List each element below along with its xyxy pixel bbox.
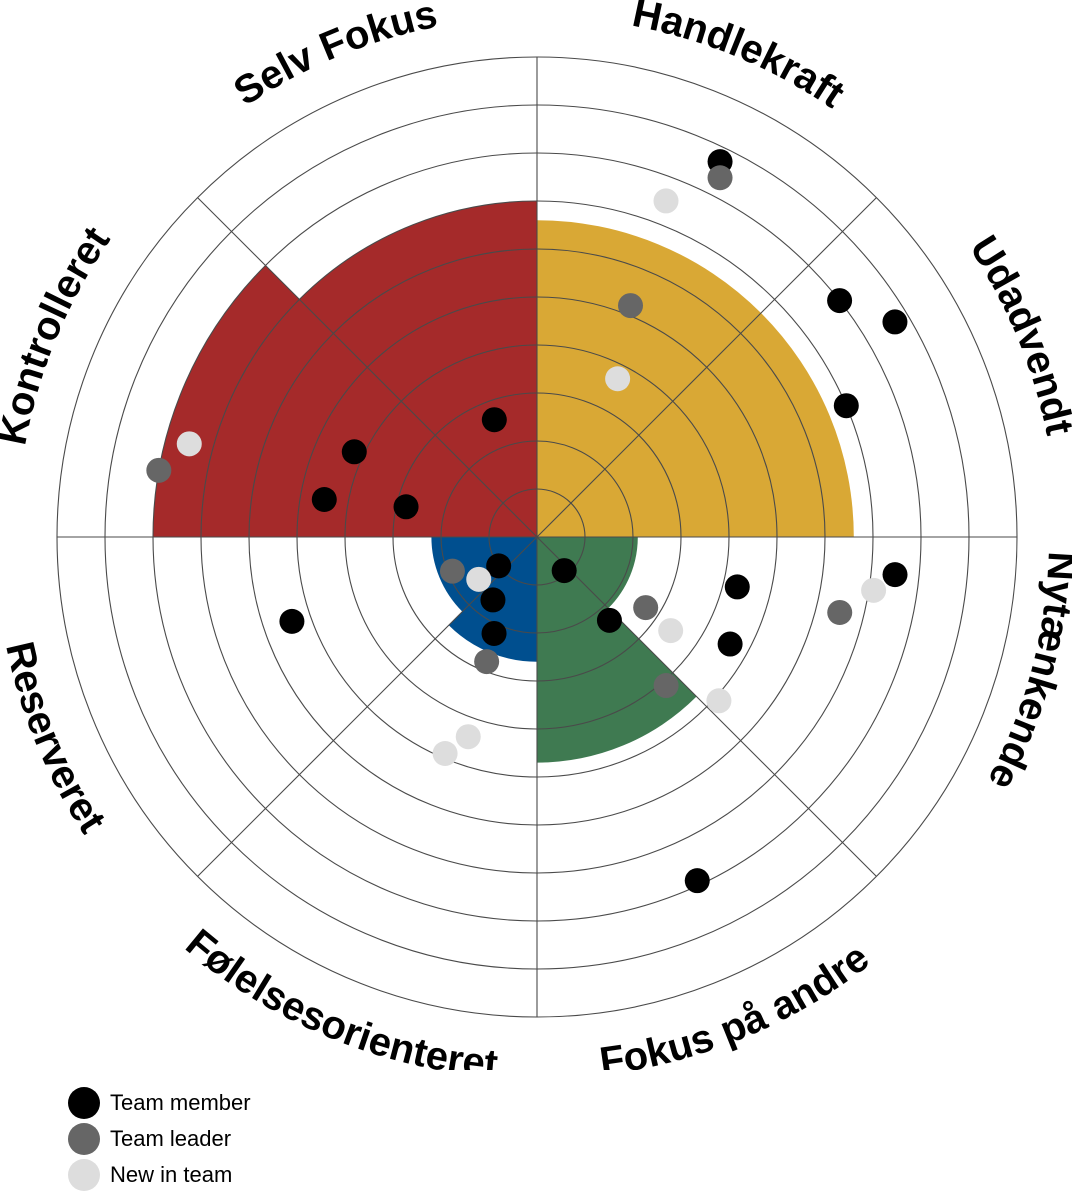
data-point: [605, 366, 631, 392]
data-point: [311, 486, 337, 512]
data-point: [633, 595, 659, 621]
sector-label: Kontrolleret: [0, 219, 118, 448]
spoke: [536, 536, 877, 877]
point-layer: [146, 149, 908, 894]
legend-swatch: [68, 1159, 100, 1191]
data-point: [653, 188, 679, 214]
sector-label-text: Reserveret: [0, 638, 114, 841]
score-wedge: [153, 265, 537, 537]
data-point: [684, 868, 710, 894]
data-point: [279, 608, 305, 634]
grid-layer: [56, 56, 1018, 1018]
data-point: [658, 618, 684, 644]
legend-item-new-in-team: New in team: [68, 1158, 251, 1192]
sector-label-text: Nytænkende: [979, 550, 1072, 796]
sector-label-text: Følelsesorienteret: [178, 921, 500, 1070]
polar-chart: Handlekraft Udadvendt Nytænkende Fokus på a…: [0, 0, 1072, 1070]
data-point: [706, 688, 732, 714]
score-wedge: [537, 312, 854, 537]
data-point: [176, 431, 202, 457]
legend-swatch: [68, 1123, 100, 1155]
data-point: [432, 741, 458, 767]
data-point: [474, 649, 500, 675]
sector-label: Reserveret: [0, 638, 114, 841]
data-point: [596, 607, 622, 633]
sector-label: Følelsesorienteret: [178, 921, 500, 1070]
sector-label: Nytænkende: [979, 550, 1072, 796]
legend-swatch: [68, 1087, 100, 1119]
data-point: [551, 558, 577, 584]
legend: Team member Team leader New in team: [68, 1086, 251, 1194]
data-point: [481, 620, 507, 646]
sector-label: Udadvendt: [961, 228, 1072, 438]
legend-label: Team member: [110, 1090, 251, 1115]
data-point: [882, 562, 908, 588]
sector-label-text: Selv Fokus: [226, 0, 441, 114]
data-point: [653, 673, 679, 699]
data-point: [618, 293, 644, 319]
data-point: [480, 587, 506, 613]
legend-label: New in team: [110, 1162, 233, 1187]
score-wedge: [537, 537, 638, 609]
data-point: [717, 631, 743, 657]
sector-label-text: Handlekraft: [629, 0, 852, 117]
data-point: [827, 599, 853, 625]
score-fill-layer: [153, 201, 854, 763]
data-point: [481, 407, 507, 433]
spoke: [536, 197, 877, 538]
score-wedge: [537, 220, 762, 537]
data-point: [882, 309, 908, 335]
spoke: [197, 197, 538, 538]
score-wedge: [299, 201, 537, 537]
data-point: [439, 558, 465, 584]
score-wedge: [537, 537, 697, 763]
spoke: [197, 536, 538, 877]
data-point: [455, 724, 481, 750]
data-point: [341, 439, 367, 465]
data-point: [466, 566, 492, 592]
sector-label-text: Kontrolleret: [0, 219, 118, 448]
legend-item-team-leader: Team leader: [68, 1122, 251, 1156]
data-point: [724, 574, 750, 600]
sector-label: Fokus på andre: [597, 935, 877, 1070]
data-point: [827, 288, 853, 314]
legend-label: Team leader: [110, 1126, 232, 1151]
sector-label-text: Udadvendt: [961, 228, 1072, 438]
data-point: [393, 494, 419, 520]
data-point: [146, 457, 172, 483]
sector-label-text: Fokus på andre: [597, 935, 877, 1070]
data-point: [486, 553, 512, 579]
sector-label: Handlekraft: [629, 0, 852, 117]
data-point: [707, 165, 733, 191]
data-point: [861, 577, 887, 603]
legend-item-team-member: Team member: [68, 1086, 251, 1120]
data-point: [833, 393, 859, 419]
sector-label: Selv Fokus: [226, 0, 441, 114]
